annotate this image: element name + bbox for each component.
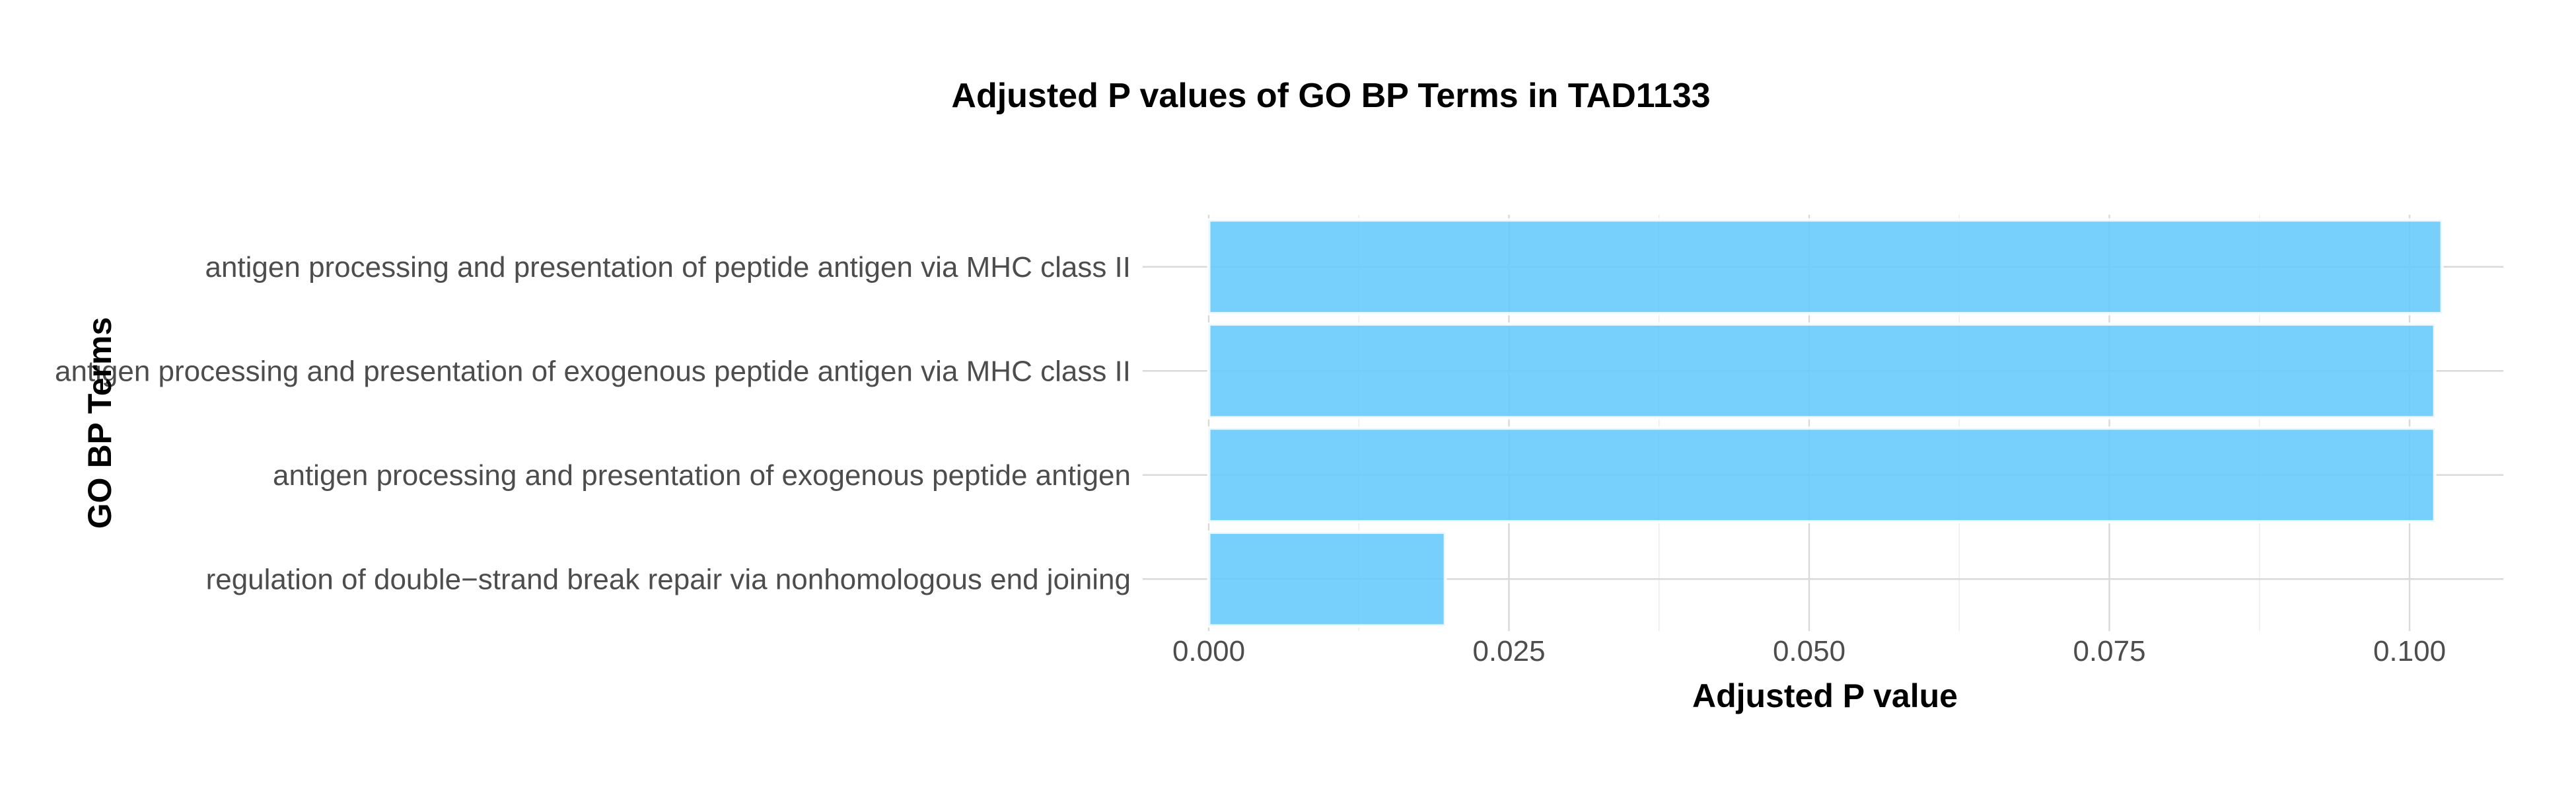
chart-title: Adjusted P values of GO BP Terms in TAD1… [951, 77, 1710, 115]
bar-3 [1207, 426, 2437, 524]
x-axis-title: Adjusted P value [1692, 677, 1958, 714]
bar-1 [1207, 218, 2444, 316]
y-tick-label: regulation of double−strand break repair… [206, 563, 1131, 595]
x-tick-label: 0.000 [1172, 635, 1245, 667]
label-layer: antigen processing and presentation of p… [55, 251, 2446, 667]
x-tick-label: 0.075 [2073, 635, 2145, 667]
x-tick-label: 0.100 [2373, 635, 2446, 667]
x-tick-label: 0.025 [1472, 635, 1545, 667]
bar-2 [1207, 322, 2437, 420]
y-tick-label: antigen processing and presentation of e… [55, 355, 1131, 387]
y-tick-label: antigen processing and presentation of e… [273, 459, 1131, 492]
bar-4 [1207, 530, 1447, 628]
y-tick-label: antigen processing and presentation of p… [205, 251, 1131, 283]
bar-layer [1207, 218, 2444, 628]
x-tick-label: 0.050 [1773, 635, 1845, 667]
y-axis-title: GO BP Terms [81, 317, 118, 529]
